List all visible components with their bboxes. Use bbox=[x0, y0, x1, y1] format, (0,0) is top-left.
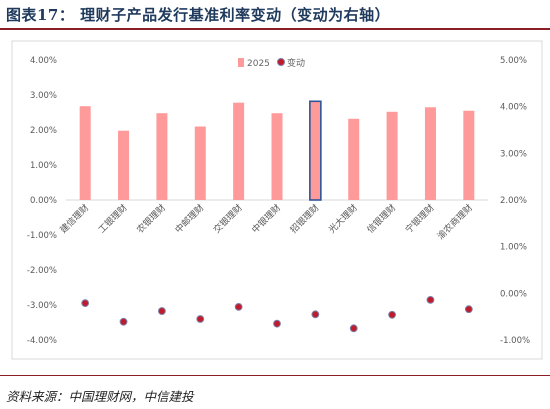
left-axis-tick-label: -4.00% bbox=[27, 336, 57, 346]
right-axis-tick-label: 5.00% bbox=[500, 56, 527, 66]
chart: 4.00% 3.00% 2.00% 1.00% 0.00% -1.00% -2.00% -3.… bbox=[11, 40, 543, 360]
right-axis-tick-label: 2.00% bbox=[500, 196, 527, 206]
change-point bbox=[196, 315, 205, 323]
left-axis-tick-label: 4.00% bbox=[30, 56, 57, 66]
legend: 2025 变动 bbox=[238, 57, 305, 69]
left-axis-tick-label: -2.00% bbox=[27, 266, 57, 276]
right-axis-tick-label: 0.00% bbox=[500, 289, 527, 299]
right-axis-tick-label: 1.00% bbox=[500, 243, 527, 253]
legend-label-marker: 变动 bbox=[287, 57, 305, 69]
right-axis-tick-label: 4.00% bbox=[500, 103, 527, 113]
left-axis-tick-label: 0.00% bbox=[30, 196, 57, 206]
left-axis-tick-label: 3.00% bbox=[30, 91, 57, 101]
left-axis-tick-label: -1.00% bbox=[27, 231, 57, 241]
source-note: 资料来源：中国理财网，中信建投 bbox=[6, 389, 194, 404]
change-point bbox=[426, 295, 435, 304]
title-divider bbox=[0, 28, 550, 30]
legend-swatch-marker bbox=[277, 58, 285, 66]
change-point bbox=[119, 317, 128, 326]
bar bbox=[233, 102, 245, 200]
bar-series bbox=[79, 100, 475, 201]
change-point bbox=[388, 310, 396, 319]
bar bbox=[271, 113, 283, 200]
right-axis: 5.00% 4.00% 3.00% 2.00% 1.00% 0.00% -1.00% bbox=[500, 56, 530, 346]
bar bbox=[118, 130, 130, 200]
change-point bbox=[273, 319, 281, 328]
bar bbox=[156, 113, 168, 200]
right-axis-tick-label: 3.00% bbox=[500, 149, 527, 159]
left-axis: 4.00% 3.00% 2.00% 1.00% 0.00% -1.00% -2.00% -3.… bbox=[27, 56, 57, 346]
right-axis-tick-label: -1.00% bbox=[500, 336, 530, 346]
change-point bbox=[81, 299, 90, 308]
figure-title: 图表17： 理财子产品发行基准利率变动（变动为右轴） bbox=[6, 6, 391, 24]
bar bbox=[463, 110, 475, 200]
change-point bbox=[349, 324, 358, 333]
bar bbox=[386, 111, 398, 200]
bar bbox=[194, 126, 206, 200]
bar bbox=[424, 107, 436, 200]
left-axis-tick-label: 1.00% bbox=[30, 161, 57, 171]
left-axis-tick-label: -3.00% bbox=[27, 301, 57, 311]
change-point bbox=[234, 302, 243, 311]
bar bbox=[348, 118, 360, 200]
footer-divider bbox=[0, 375, 550, 376]
bar bbox=[79, 106, 91, 200]
legend-label-bar: 2025 bbox=[247, 59, 270, 69]
change-point bbox=[158, 307, 166, 315]
change-point bbox=[311, 310, 320, 319]
bar-highlighted bbox=[309, 100, 322, 201]
change-point bbox=[464, 305, 473, 314]
change-series bbox=[81, 295, 473, 333]
legend-swatch-bar bbox=[238, 58, 244, 67]
left-axis-tick-label: 2.00% bbox=[30, 126, 57, 136]
